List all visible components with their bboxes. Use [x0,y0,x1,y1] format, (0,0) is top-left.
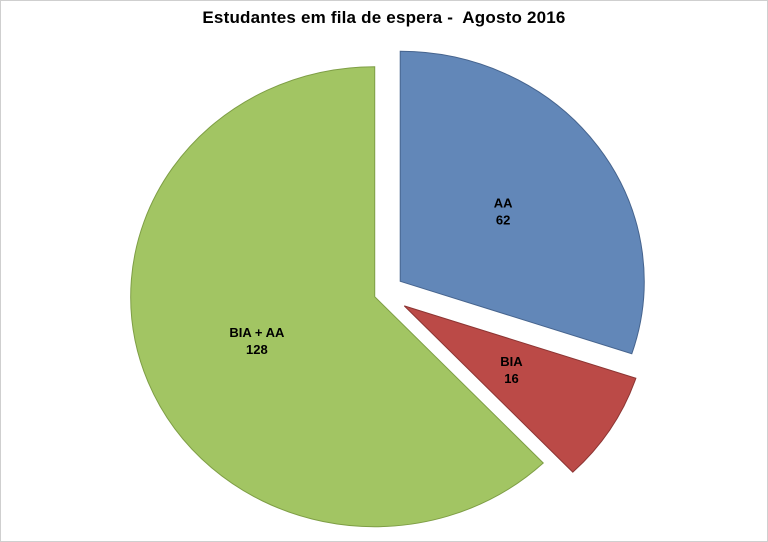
pie-slice-label-bia-aa: BIA + AA 128 [229,325,285,357]
pie-slice-label-bia: BIA 16 [500,354,523,386]
pie-slice-aa [399,50,645,355]
pie-slice-bia [403,305,637,473]
pie-slice-bia-aa [130,66,544,528]
pie-slice-label-aa: AA 62 [494,195,513,227]
chart-title: Estudantes em fila de espera - Agosto 20… [202,8,566,27]
